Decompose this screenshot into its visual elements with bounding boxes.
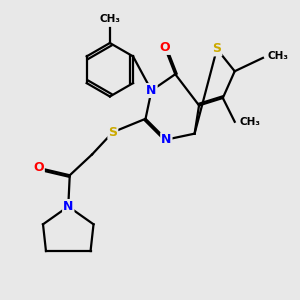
Text: CH₃: CH₃: [267, 51, 288, 62]
Text: S: S: [108, 126, 117, 139]
Text: O: O: [33, 161, 44, 174]
Text: S: S: [212, 42, 221, 56]
Text: N: N: [161, 133, 172, 146]
Text: N: N: [146, 84, 157, 97]
Text: CH₃: CH₃: [239, 117, 260, 128]
Text: CH₃: CH₃: [99, 14, 120, 24]
Text: N: N: [63, 200, 74, 213]
Text: O: O: [160, 41, 170, 54]
